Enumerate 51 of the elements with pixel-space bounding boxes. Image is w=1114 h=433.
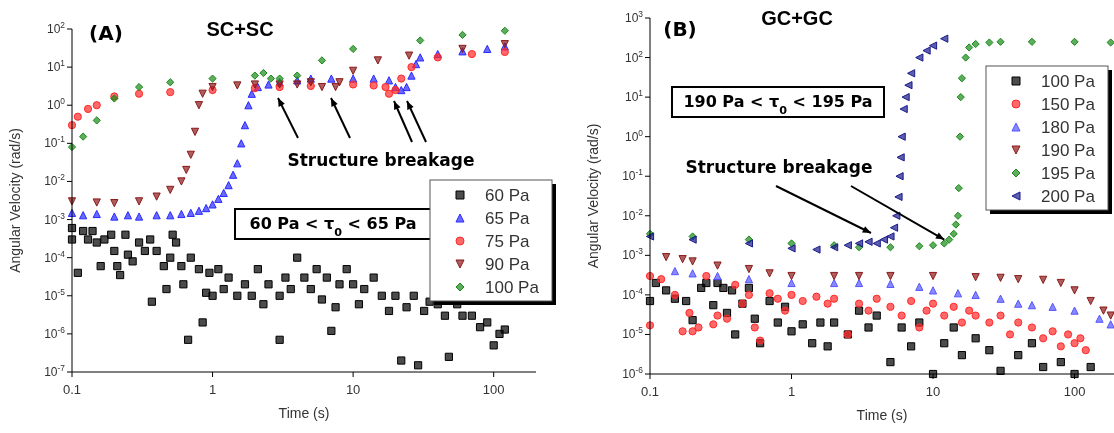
x-tick-label: 0.1 (640, 384, 660, 399)
legend-label: 100 Pa (1041, 72, 1096, 91)
x-tick-label: 100 (482, 382, 505, 397)
legend-label: 195 Pa (1041, 164, 1096, 183)
annotation: Structure breakage (685, 157, 873, 177)
legend-label: 60 Pa (485, 186, 530, 205)
y-tick-label: 10$^{3}$ (624, 9, 644, 25)
y-tick-label: 10$^{0}$ (624, 127, 644, 144)
annotation: (A) (89, 21, 123, 45)
y-tick-label: 10$^{1}$ (46, 58, 66, 75)
y-axis-title: Angular Velocity (rad/s) (7, 128, 23, 273)
chart-title: GC+GC (761, 7, 833, 29)
x-tick-label: 0.1 (62, 382, 82, 397)
y-tick-label: 10$^{2}$ (624, 48, 644, 65)
y-axis-title: Angular Velocity (rad/s) (585, 123, 601, 269)
y-tick-label: 10$^{-1}$ (622, 167, 644, 184)
legend-label: 100 Pa (485, 278, 540, 297)
legend-label: 190 Pa (1041, 141, 1096, 160)
chart-title: SC+SC (206, 18, 274, 40)
legend-label: 200 Pa (1041, 187, 1096, 206)
x-tick-label: 1 (787, 384, 796, 399)
legend-label: 90 Pa (485, 255, 530, 274)
y-tick-label: 10$^{-3}$ (622, 246, 644, 263)
annotation: Structure breakage (287, 150, 475, 170)
x-tick-label: 10 (345, 382, 361, 397)
y-tick-label: 10$^{-3}$ (44, 210, 66, 227)
x-axis-title: Time (s) (278, 405, 330, 421)
y-tick-label: 10$^{-2}$ (44, 172, 66, 189)
y-tick-label: 10$^{-6}$ (622, 365, 644, 381)
y-tick-label: 10$^{0}$ (46, 96, 66, 113)
y-tick-label: 10$^{-2}$ (622, 206, 644, 223)
legend-label: 65 Pa (485, 209, 530, 228)
legend-label: 75 Pa (485, 232, 530, 251)
y-tick-label: 10$^{1}$ (624, 88, 644, 105)
x-tick-label: 100 (1063, 384, 1086, 399)
annotation: 60 Pa < τ$_{0}$ < 65 Pa (249, 214, 417, 239)
y-tick-label: 10$^{-5}$ (44, 286, 66, 303)
x-axis-title: Time (s) (856, 407, 908, 423)
y-tick-label: 10$^{-6}$ (44, 324, 66, 341)
annotation: (B) (663, 17, 697, 41)
y-tick-label: 10$^{-7}$ (44, 363, 66, 379)
legend-label: 150 Pa (1041, 95, 1096, 114)
legend-label: 180 Pa (1041, 118, 1096, 137)
y-tick-label: 10$^{2}$ (46, 20, 66, 36)
y-tick-label: 10$^{-5}$ (622, 325, 644, 342)
y-tick-label: 10$^{-4}$ (622, 285, 644, 302)
annotation: 190 Pa < τ$_{0}$ < 195 Pa (683, 92, 873, 117)
x-tick-label: 10 (925, 384, 941, 399)
y-tick-label: 10$^{-4}$ (44, 248, 66, 265)
x-tick-label: 1 (208, 382, 217, 397)
y-tick-label: 10$^{-1}$ (44, 134, 66, 151)
